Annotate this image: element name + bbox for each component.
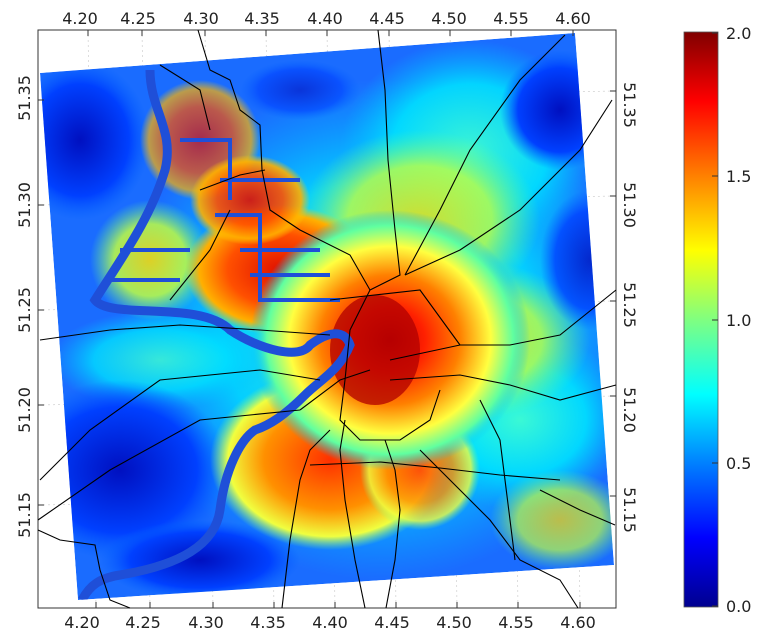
x-tick-bottom: 4.55	[498, 613, 534, 632]
x-tick-top: 4.40	[307, 9, 343, 28]
colorbar-tick: 1.5	[726, 167, 751, 186]
x-tick-top: 4.50	[431, 9, 467, 28]
y-tick-right: 51.25	[620, 282, 639, 328]
x-axis-top-labels: 4.20 4.25 4.30 4.35 4.40 4.45 4.50 4.55 …	[62, 9, 591, 28]
x-tick-bottom: 4.30	[188, 613, 224, 632]
y-tick-right: 51.30	[620, 182, 639, 228]
colorbar-tick: 0.5	[726, 454, 751, 473]
y-tick-right: 51.35	[620, 82, 639, 128]
x-tick-top: 4.60	[555, 9, 591, 28]
x-tick-bottom: 4.50	[436, 613, 472, 632]
colorbar-gradient	[683, 31, 719, 608]
colorbar: 0.0 0.5 1.0 1.5 2.0	[683, 24, 751, 616]
x-tick-bottom: 4.40	[312, 613, 348, 632]
x-tick-top: 4.35	[244, 9, 280, 28]
colorbar-tick: 1.0	[726, 311, 751, 330]
y-tick-left: 51.15	[15, 492, 34, 538]
river-path	[78, 69, 355, 600]
x-tick-bottom: 4.20	[64, 613, 100, 632]
heatmap-raster	[40, 33, 614, 600]
x-axis-bottom-labels: 4.20 4.25 4.30 4.35 4.40 4.45 4.50 4.55 …	[64, 613, 596, 632]
x-tick-top: 4.20	[62, 9, 98, 28]
x-tick-top: 4.45	[369, 9, 405, 28]
y-tick-right: 51.20	[620, 387, 639, 433]
x-tick-top: 4.30	[183, 9, 219, 28]
y-tick-left: 51.30	[15, 182, 34, 228]
x-tick-bottom: 4.45	[374, 613, 410, 632]
dock-channels	[110, 138, 340, 302]
road-network	[37, 29, 617, 609]
x-tick-top: 4.55	[493, 9, 529, 28]
x-tick-bottom: 4.25	[125, 613, 161, 632]
y-tick-left: 51.20	[15, 387, 34, 433]
colorbar-tick: 0.0	[726, 597, 751, 616]
colorbar-tick: 2.0	[726, 24, 751, 43]
x-tick-bottom: 4.60	[560, 613, 596, 632]
y-tick-left: 51.25	[15, 287, 34, 333]
y-tick-left: 51.35	[15, 75, 34, 121]
y-axis-right-labels: 51.15 51.20 51.25 51.30 51.35	[620, 82, 639, 533]
y-axis-left-labels: 51.15 51.20 51.25 51.30 51.35	[15, 75, 34, 538]
x-tick-top: 4.25	[120, 9, 156, 28]
axis-ticks	[38, 30, 616, 608]
x-tick-bottom: 4.35	[250, 613, 286, 632]
y-tick-right: 51.15	[620, 487, 639, 533]
